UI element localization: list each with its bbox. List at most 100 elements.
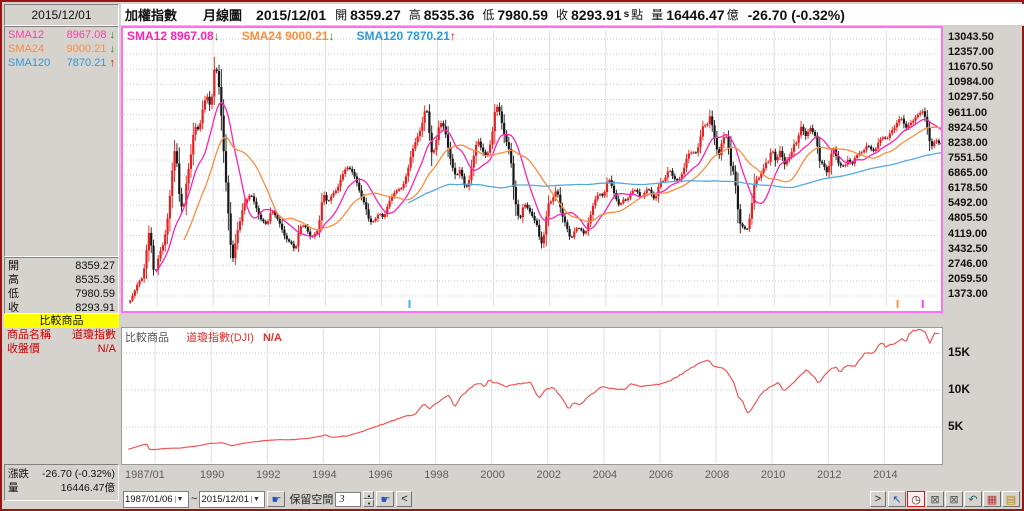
quote-token: 低 bbox=[482, 8, 495, 22]
price-tick: 10297.50 bbox=[948, 91, 994, 104]
reserve-space-value: 3 bbox=[339, 493, 345, 505]
ohlc-row: 低 7980.59 bbox=[5, 287, 118, 301]
quote-token: 7980.59 bbox=[497, 6, 548, 23]
comparison-label: 比較商品 bbox=[125, 332, 169, 344]
row-label: 低 bbox=[8, 288, 19, 300]
price-tick: 6865.00 bbox=[948, 167, 988, 180]
to-date-value: 2015/12/01 bbox=[201, 493, 249, 505]
time-tick: 2000 bbox=[480, 469, 505, 481]
compare-panel: 比較商品 商品名稱 道瓊指數 收盤價 N/A bbox=[4, 314, 119, 360]
trend-arrow-icon: ↓ bbox=[213, 29, 220, 43]
chevron-down-icon[interactable]: ▼ bbox=[174, 495, 184, 503]
price-tick: 12357.00 bbox=[948, 46, 994, 59]
quote-token: 收 bbox=[555, 8, 568, 22]
time-tick: 2014 bbox=[873, 469, 898, 481]
undo-icon[interactable]: ↶ bbox=[964, 491, 982, 507]
dji-line bbox=[128, 328, 940, 451]
pointer-icon[interactable]: ↖ bbox=[888, 491, 906, 507]
price-tick: 4119.00 bbox=[948, 227, 988, 240]
sma-row: SMA12 8967.08 ↓ bbox=[5, 28, 118, 42]
quote-token: 點 bbox=[631, 8, 644, 22]
spin-up-icon[interactable]: ▲ bbox=[363, 491, 375, 499]
ohlc-row: 高 8535.36 bbox=[5, 273, 118, 287]
price-tick: 10984.00 bbox=[948, 76, 994, 89]
trend-arrow-icon: ↑ bbox=[449, 29, 456, 43]
price-tick: 4805.50 bbox=[948, 212, 988, 225]
row-label: 收 bbox=[8, 302, 19, 314]
compare-rows: 商品名稱 道瓊指數 收盤價 N/A bbox=[4, 328, 119, 356]
to-date-select[interactable]: 2015/12/01 ▼ bbox=[199, 490, 266, 508]
clock-icon[interactable]: ◷ bbox=[907, 491, 925, 507]
time-tick: 2010 bbox=[760, 469, 786, 481]
sma-panel: SMA12 8967.08 ↓ SMA24 9000.21 ↓ SMA120 7870.2… bbox=[4, 26, 119, 257]
spin-down-icon[interactable]: ▼ bbox=[363, 499, 375, 507]
quote-token: 量 bbox=[651, 8, 664, 22]
comparison-value: N/A bbox=[262, 332, 282, 344]
quote-info-bar: 加權指數 月線圖 2015/12/01 開 8359.27 高 8535.36 低 7980.5… bbox=[121, 4, 1024, 26]
price-tick: 2746.00 bbox=[948, 257, 988, 270]
sma-legend: SMA12 8967.08↓ SMA24 9000.21↓ SMA120 7870.… bbox=[127, 29, 478, 43]
candlestick-canvas[interactable] bbox=[123, 28, 941, 311]
quote-token: 億 bbox=[726, 8, 739, 22]
scroll-left-button[interactable]: < bbox=[396, 491, 413, 507]
trend-arrow-icon: ↓ bbox=[328, 29, 335, 43]
compare-row: 收盤價 N/A bbox=[4, 342, 119, 356]
row-value: 16446.47億 bbox=[60, 482, 115, 494]
change-row: 量 16446.47億 bbox=[5, 481, 118, 495]
quote-token: 8293.91 bbox=[571, 6, 622, 23]
price-tick: 8238.00 bbox=[948, 136, 988, 149]
clipboard-icon: ▤ bbox=[1005, 493, 1017, 506]
pointer-icon: ↖ bbox=[892, 493, 902, 506]
comparison-canvas[interactable] bbox=[122, 328, 942, 464]
price-tick: 10K bbox=[948, 382, 971, 396]
quote-token: 2015/12/01 bbox=[256, 6, 327, 23]
row-label: SMA24 bbox=[8, 43, 45, 55]
ohlc-panel: 開 8359.27 高 8535.36 低 7980.59 收 8293.91 bbox=[4, 257, 119, 314]
quote-token: -26.70 (-0.32%) bbox=[747, 6, 845, 23]
sma-line-24 bbox=[183, 126, 941, 241]
row-label: SMA12 bbox=[8, 29, 45, 41]
main-candlestick-chart[interactable] bbox=[121, 26, 943, 313]
time-tick: 1992 bbox=[256, 469, 281, 481]
zoom-box-icon-2[interactable]: ⊠ bbox=[945, 491, 963, 507]
from-date-select[interactable]: 1987/01/06 ▼ bbox=[123, 490, 189, 508]
price-tick: 5K bbox=[948, 419, 964, 433]
row-label: 商品名稱 bbox=[7, 329, 51, 341]
hand-apply-icon[interactable]: ☛ bbox=[267, 491, 286, 507]
row-label: 開 bbox=[8, 260, 19, 272]
change-row: 漲跌 -26.70 (-0.32%) bbox=[5, 467, 118, 481]
comparison-chart-header: 比較商品 道瓊指數(DJI) N/A bbox=[125, 329, 282, 345]
row-value: 8293.91 bbox=[75, 302, 115, 314]
time-axis: 1987/01 1990 1992 1994 1996 1998 2000 2002 2004 2… bbox=[121, 466, 943, 488]
bottom-toolbar: 1987/01/06 ▼ ~ 2015/12/01 ▼ ☛ 保留空間 3 ▲ ▼… bbox=[121, 489, 1024, 509]
legend-item: SMA24 9000.21↓ bbox=[241, 29, 335, 43]
hand-apply-icon-2[interactable]: ☛ bbox=[376, 491, 395, 507]
zoom-box-icon[interactable]: ⊠ bbox=[926, 491, 944, 507]
reserve-space-input[interactable]: 3 bbox=[335, 491, 362, 507]
compare-row: 商品名稱 道瓊指數 bbox=[4, 328, 119, 342]
tool-icons: ↖ ◷ ⊠ ⊠ ↶ ▦ ▤ bbox=[888, 491, 1020, 507]
sma-line-120 bbox=[408, 152, 941, 204]
chart-icon[interactable]: ▦ bbox=[983, 491, 1001, 507]
chart-icon: ▦ bbox=[986, 493, 998, 506]
scroll-right-button[interactable]: > bbox=[870, 491, 886, 507]
chevron-down-icon[interactable]: ▼ bbox=[250, 495, 260, 503]
quote-token: 加權指數 bbox=[125, 8, 178, 23]
time-tick: 1990 bbox=[199, 469, 225, 481]
clipboard-icon[interactable]: ▤ bbox=[1002, 491, 1020, 507]
row-value: N/A bbox=[97, 343, 116, 355]
row-value: 8967.08 ↓ bbox=[66, 29, 115, 41]
legend-item: SMA120 7870.21↑ bbox=[356, 29, 456, 43]
time-tick: 2012 bbox=[817, 469, 842, 481]
reserve-space-label: 保留空間 bbox=[289, 494, 334, 506]
time-tick: 2002 bbox=[536, 469, 561, 481]
comparison-chart[interactable] bbox=[121, 327, 943, 465]
sma-line-12 bbox=[155, 101, 941, 273]
reserve-space-stepper[interactable]: ▲ ▼ bbox=[363, 491, 375, 507]
row-value: 7980.59 bbox=[75, 288, 115, 300]
price-tick: 3432.50 bbox=[948, 242, 988, 255]
quote-token: 開 bbox=[335, 8, 348, 22]
quote-token: 8535.36 bbox=[423, 6, 475, 23]
time-tick: 1998 bbox=[424, 469, 449, 481]
